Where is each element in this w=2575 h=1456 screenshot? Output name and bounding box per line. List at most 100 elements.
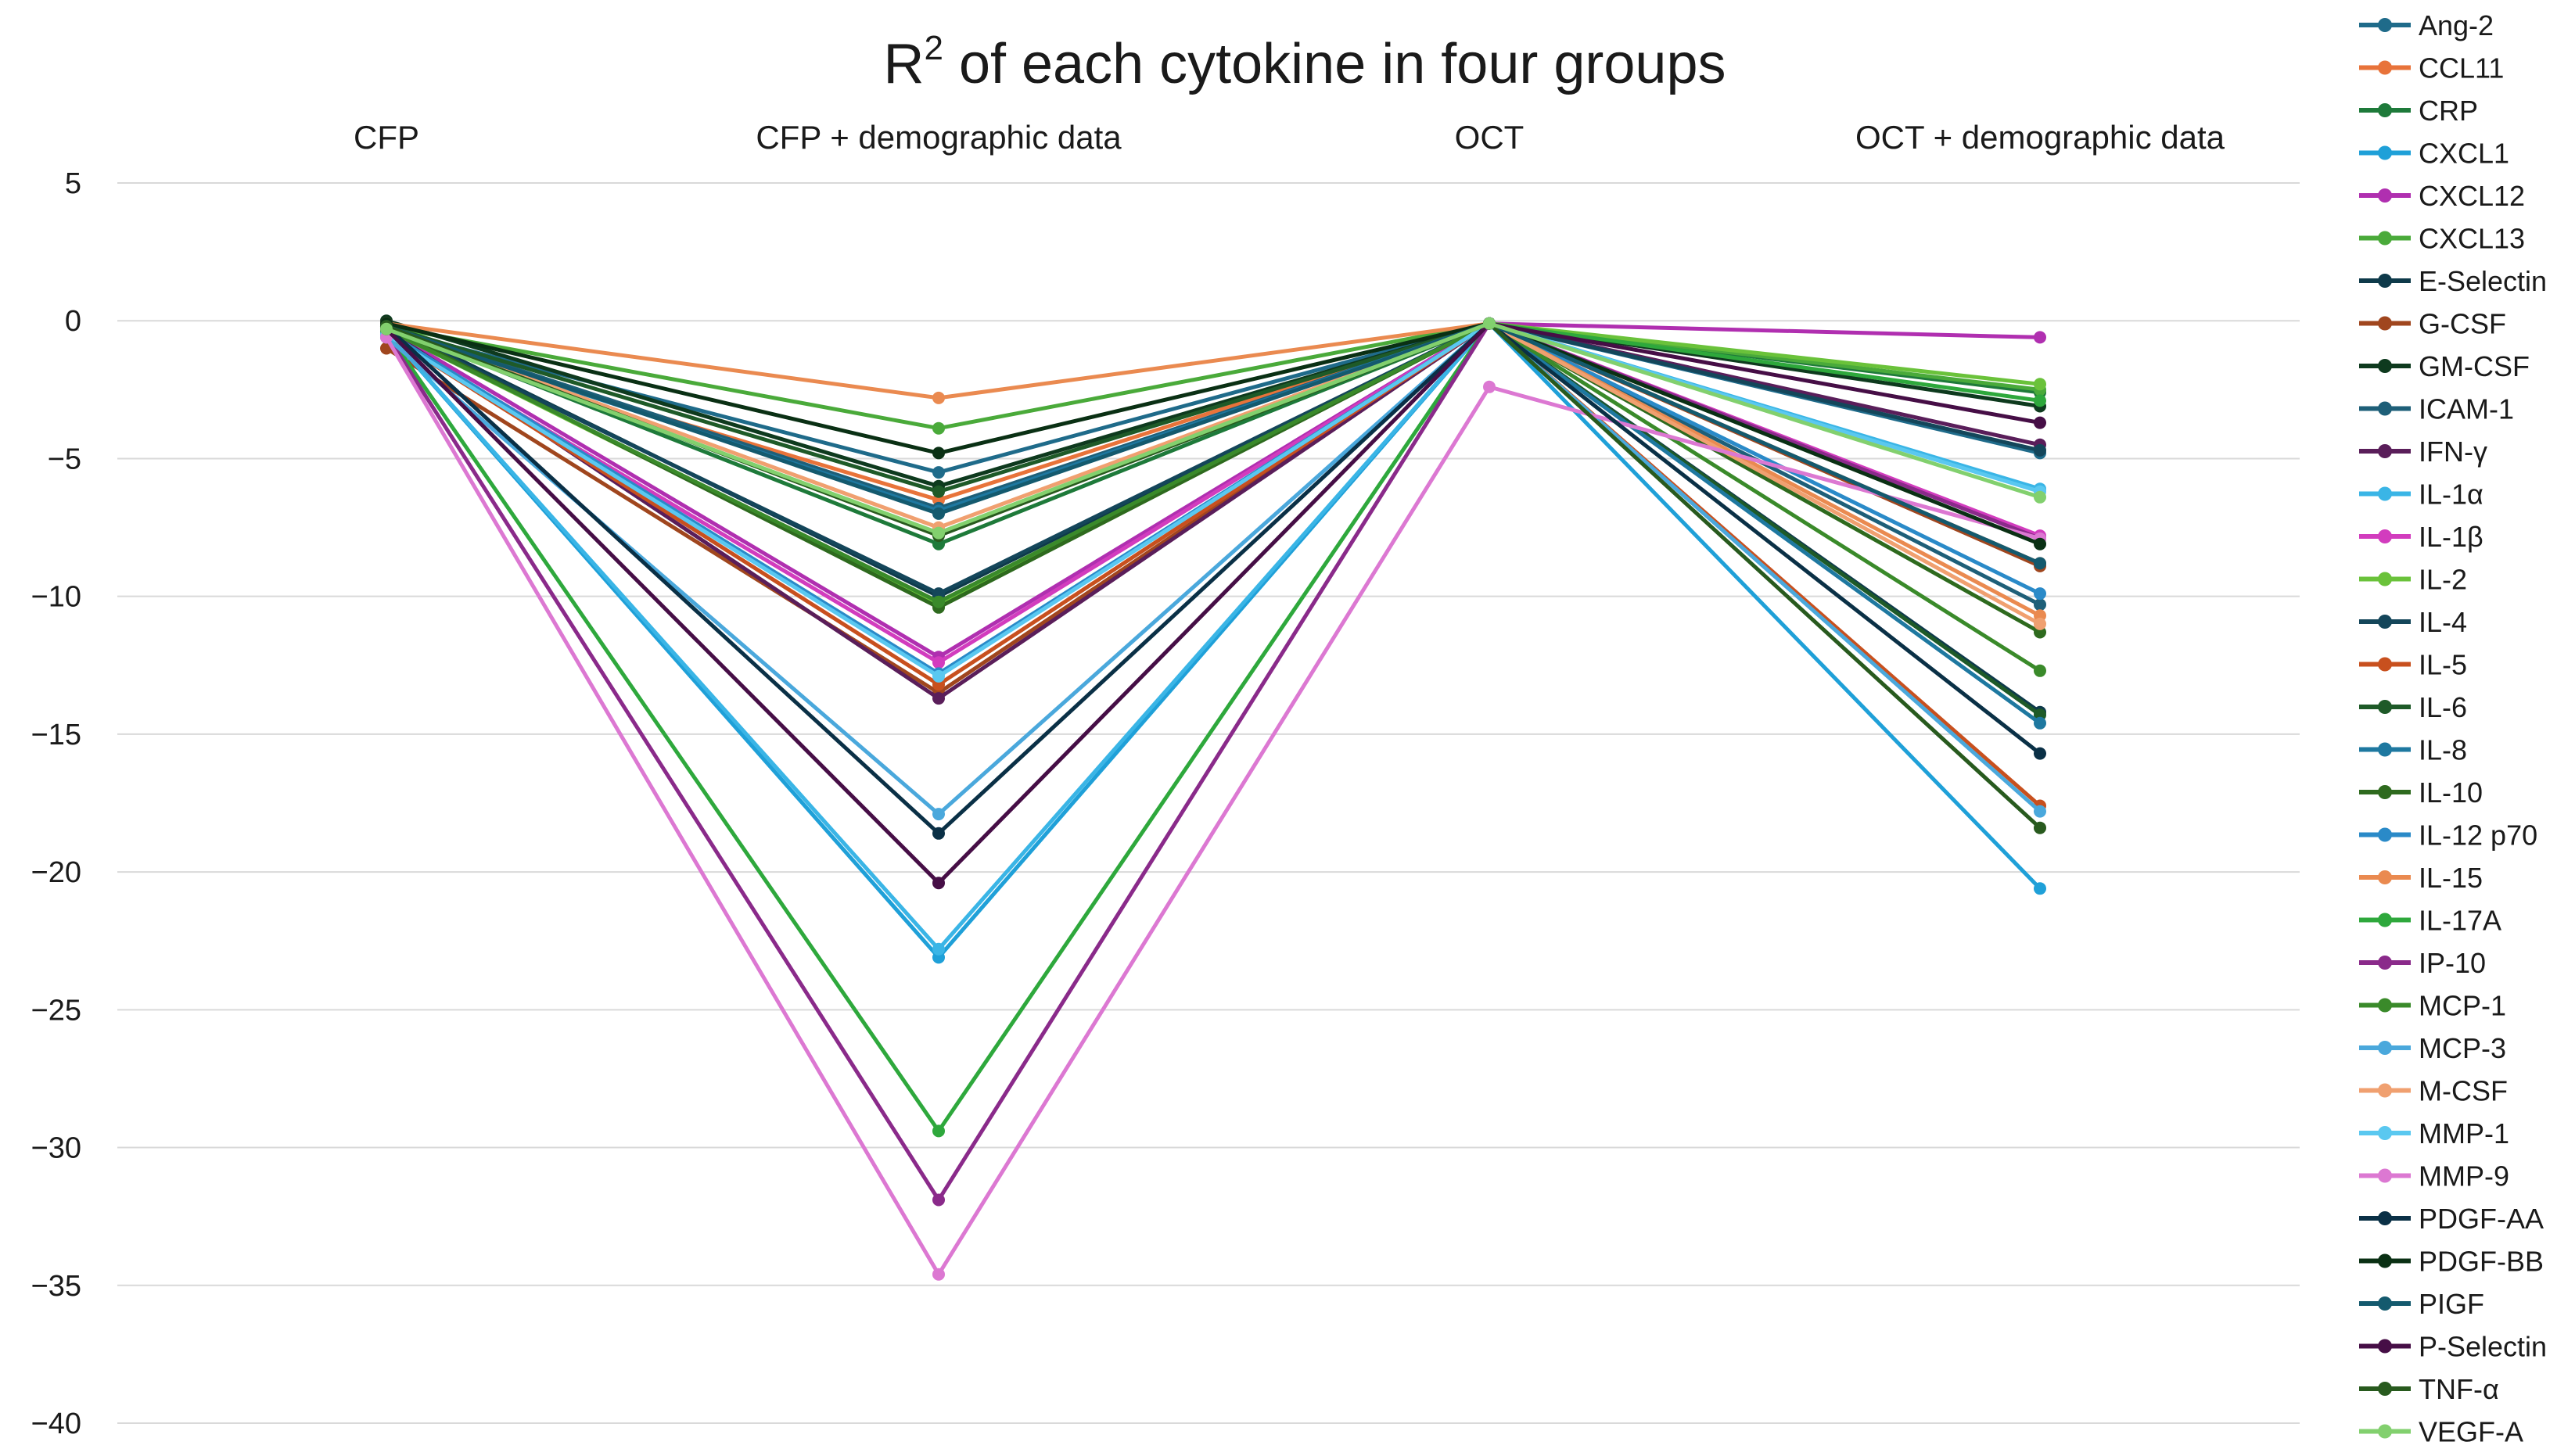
- series-line: [386, 321, 2041, 431]
- legend-item: CCL11: [2359, 52, 2504, 84]
- legend-swatch-marker: [2378, 913, 2392, 927]
- legend-label: IL-10: [2419, 776, 2483, 809]
- category-label: CFP: [354, 119, 419, 156]
- legend-label: IFN-γ: [2419, 436, 2487, 468]
- legend-item: IP-10: [2359, 947, 2486, 979]
- legend-item: IL-17A: [2359, 905, 2501, 937]
- legend-label: IP-10: [2419, 947, 2486, 979]
- legend-item: MMP-1: [2359, 1117, 2509, 1149]
- legend-label: IL-5: [2419, 649, 2467, 681]
- legend-item: CXCL12: [2359, 180, 2525, 212]
- series-line: [385, 321, 2041, 701]
- chart-title-rest: of each cytokine in four groups: [943, 33, 1726, 95]
- legend-label: IL-8: [2419, 734, 2467, 766]
- legend-swatch-marker: [2378, 103, 2392, 117]
- legend-item: M-CSF: [2359, 1075, 2508, 1107]
- legend-swatch-marker: [2378, 1083, 2392, 1098]
- legend-item: IL-2: [2359, 564, 2467, 596]
- legend-item: ICAM-1: [2359, 393, 2514, 425]
- legend-swatch-marker: [2378, 60, 2392, 75]
- legend: Ang-2 CCL11 CRP CXCL1 CXCL12 CXCL13 E-Selectin…: [2359, 9, 2547, 1448]
- legend-swatch-marker: [2378, 742, 2392, 757]
- legend-item: TNF-α: [2359, 1373, 2499, 1405]
- series: [380, 317, 2046, 540]
- legend-label: IL-4: [2419, 606, 2467, 638]
- data-point: [2034, 443, 2046, 457]
- y-tick-label: 0: [65, 305, 81, 338]
- legend-swatch-marker: [2378, 18, 2392, 32]
- legend-item: IL-6: [2359, 691, 2467, 723]
- series-line: [384, 321, 2041, 1202]
- legend-item: Ang-2: [2359, 9, 2494, 41]
- category-label: OCT + demographic data: [1855, 119, 2225, 156]
- legend-swatch-marker: [2378, 274, 2392, 288]
- legend-swatch-marker: [2378, 359, 2392, 373]
- data-point: [1483, 317, 1496, 330]
- legend-item: CRP: [2359, 95, 2478, 127]
- y-tick-label: −20: [31, 856, 81, 889]
- data-point: [932, 942, 945, 956]
- legend-label: G-CSF: [2419, 308, 2506, 340]
- data-point: [2034, 882, 2046, 895]
- legend-item: IL-10: [2359, 776, 2483, 809]
- legend-swatch-marker: [2378, 188, 2392, 203]
- legend-item: MCP-1: [2359, 990, 2506, 1022]
- data-point: [932, 1268, 945, 1281]
- legend-swatch-marker: [2378, 956, 2392, 970]
- legend-item: IL-5: [2359, 649, 2467, 681]
- y-tick-label: −5: [48, 443, 81, 475]
- legend-swatch-marker: [2378, 1296, 2392, 1311]
- legend-swatch-marker: [2378, 486, 2392, 501]
- legend-item: IL-12 p70: [2359, 819, 2537, 852]
- legend-label: IL-12 p70: [2419, 819, 2537, 852]
- data-point: [2034, 598, 2046, 611]
- legend-label: TNF-α: [2419, 1373, 2499, 1405]
- legend-swatch-marker: [2378, 785, 2392, 799]
- legend-swatch-marker: [2378, 1041, 2392, 1055]
- y-tick-label: −15: [31, 719, 81, 751]
- data-point: [932, 526, 945, 540]
- data-point: [2034, 416, 2046, 429]
- data-point: [2034, 394, 2046, 407]
- legend-swatch-marker: [2378, 316, 2392, 331]
- data-point: [2034, 378, 2046, 391]
- legend-swatch-marker: [2378, 1424, 2392, 1439]
- legend-label: Ang-2: [2419, 9, 2494, 41]
- series-line: [386, 321, 2042, 618]
- legend-swatch-marker: [2378, 401, 2392, 416]
- series-line: [386, 321, 2041, 565]
- legend-item: GM-CSF: [2359, 350, 2530, 382]
- legend-swatch-marker: [2378, 615, 2392, 629]
- y-tick-label: 5: [65, 167, 81, 200]
- legend-item: G-CSF: [2359, 308, 2506, 340]
- data-point: [2034, 587, 2046, 601]
- legend-label: IL-1α: [2419, 479, 2483, 511]
- legend-label: CCL11: [2419, 52, 2504, 84]
- legend-item: IL-15: [2359, 862, 2483, 894]
- legend-label: ICAM-1: [2419, 393, 2514, 425]
- y-tick-label: −10: [31, 581, 81, 614]
- legend-swatch-marker: [2378, 529, 2392, 543]
- legend-item: IFN-γ: [2359, 436, 2487, 468]
- series-line: [386, 321, 2041, 547]
- data-point: [932, 485, 945, 498]
- legend-item: E-Selectin: [2359, 265, 2547, 297]
- legend-swatch-marker: [2378, 700, 2392, 714]
- chart-title-sup: 2: [924, 29, 943, 67]
- legend-label: PDGF-AA: [2419, 1203, 2544, 1235]
- legend-label: CXCL12: [2419, 180, 2525, 212]
- series-line: [384, 321, 2041, 1133]
- legend-label: P-Selectin: [2419, 1331, 2547, 1363]
- data-point: [932, 692, 945, 705]
- data-point: [1483, 380, 1496, 393]
- data-point: [2034, 664, 2046, 677]
- series-line: [385, 321, 2042, 959]
- series-line: [386, 318, 2041, 489]
- legend-label: VEGF-A: [2419, 1416, 2523, 1448]
- data-point: [2034, 331, 2046, 344]
- series-line: [386, 321, 2042, 626]
- data-point: [2034, 747, 2046, 760]
- legend-label: GM-CSF: [2419, 350, 2530, 382]
- data-point: [2034, 537, 2046, 550]
- series-line: [386, 321, 2041, 536]
